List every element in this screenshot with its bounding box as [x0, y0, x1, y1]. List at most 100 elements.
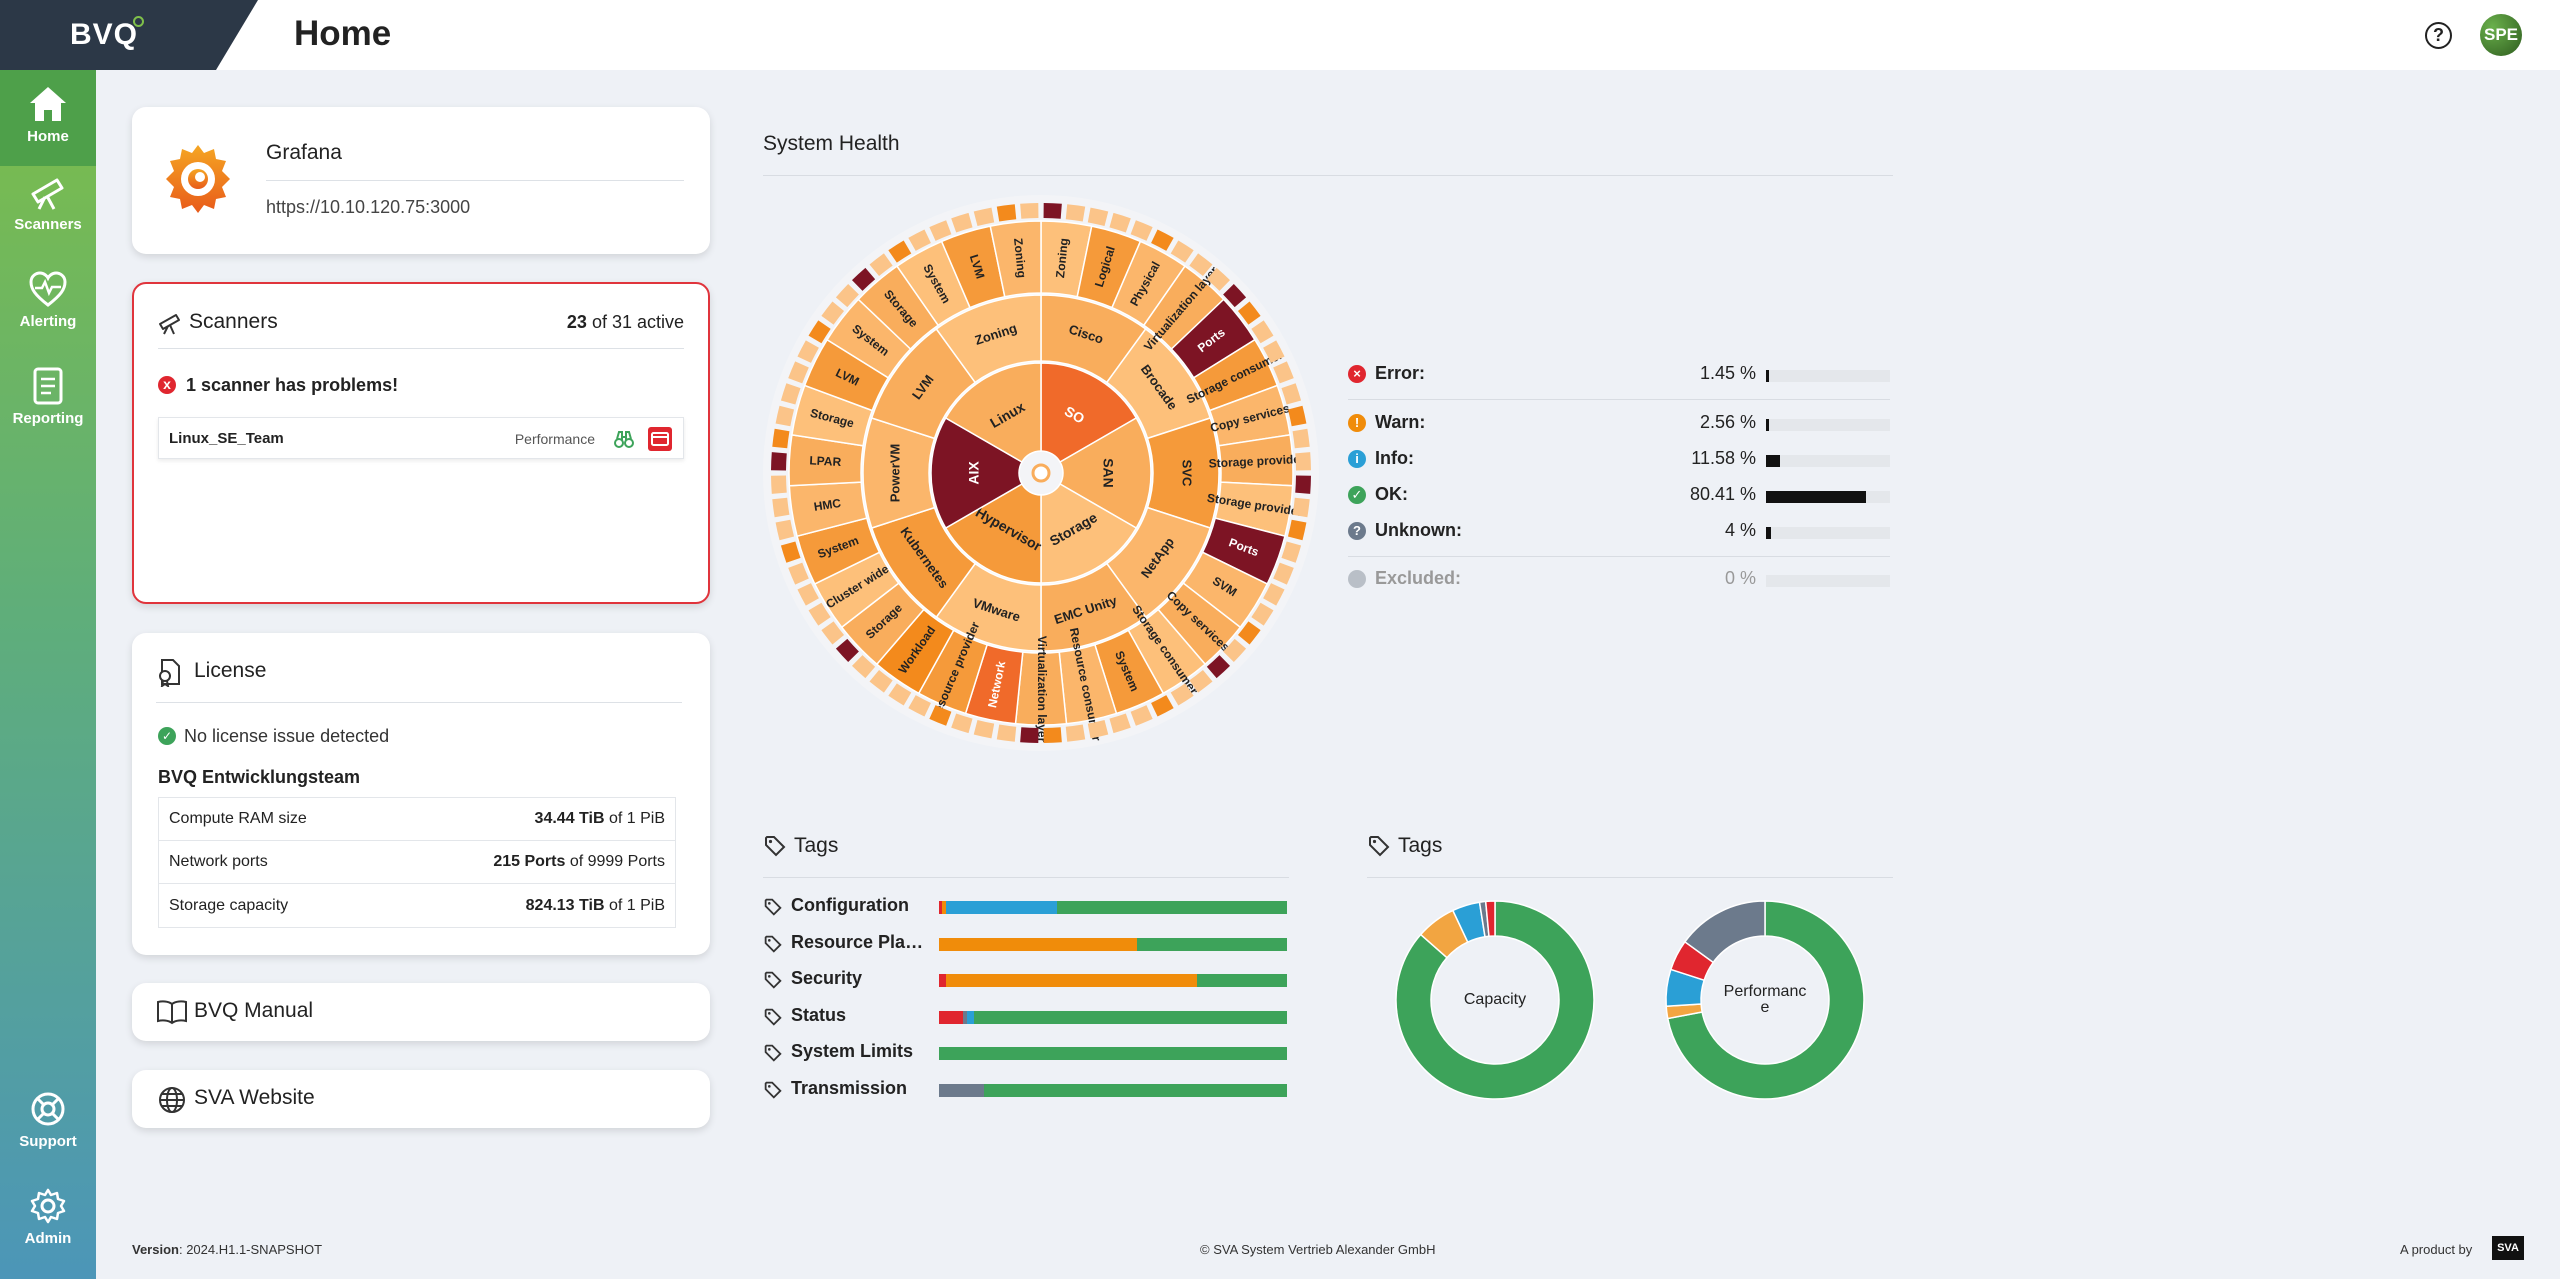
tag-bar-segment[interactable] — [939, 937, 1138, 951]
sunburst-rim-segment[interactable] — [888, 240, 912, 263]
sidebar-item-alerting[interactable]: Alerting — [0, 255, 96, 351]
sunburst-rim-segment[interactable] — [835, 638, 859, 663]
sunburst-rim-segment[interactable] — [996, 724, 1017, 742]
sunburst-segment[interactable]: LPAR — [788, 433, 864, 487]
sidebar-item-home[interactable]: Home — [0, 70, 96, 166]
sunburst-segment[interactable]: Network — [964, 643, 1024, 725]
sunburst-rim-segment[interactable] — [1237, 621, 1261, 645]
sunburst-rim-segment[interactable] — [869, 253, 893, 277]
tag-stacked-bar[interactable] — [939, 901, 1287, 914]
sidebar-item-reporting[interactable]: Reporting — [0, 352, 96, 448]
sunburst-segment[interactable]: Linux — [944, 362, 1042, 464]
sunburst-rim-segment[interactable] — [1130, 220, 1153, 241]
sunburst-rim-segment[interactable] — [929, 705, 952, 726]
tag-row[interactable]: Transmission — [764, 1078, 1288, 1102]
sunburst-rim-segment[interactable] — [1273, 361, 1294, 384]
tag-stacked-bar[interactable] — [939, 1010, 1287, 1024]
tag-bar-segment[interactable] — [945, 901, 1058, 914]
sunburst-segment[interactable]: Zoning — [1040, 220, 1093, 298]
legend-row[interactable]: × Error: 1.45 % — [1348, 363, 1890, 387]
sunburst-rim-segment[interactable] — [1223, 638, 1247, 663]
sunburst-segment[interactable]: SVM — [1182, 551, 1269, 629]
sunburst-rim-segment[interactable] — [1043, 203, 1062, 219]
sunburst-rim-segment[interactable] — [1043, 727, 1062, 743]
tag-bar-segment[interactable] — [939, 974, 946, 988]
sunburst-rim-segment[interactable] — [1223, 283, 1247, 308]
binoculars-icon[interactable] — [613, 428, 635, 450]
sva-logo[interactable]: SVA — [2492, 1236, 2524, 1260]
sunburst-rim-segment[interactable] — [775, 519, 795, 541]
sunburst-rim-segment[interactable] — [996, 204, 1017, 222]
sunburst-rim-segment[interactable] — [1263, 340, 1285, 363]
sunburst-segment[interactable]: Copy services — [1209, 384, 1292, 447]
sunburst-segment[interactable]: SO — [1040, 362, 1138, 464]
sunburst-rim-segment[interactable] — [1273, 562, 1294, 585]
sunburst-rim-segment[interactable] — [929, 220, 952, 241]
sunburst-segment[interactable]: Zoning — [989, 220, 1042, 298]
sunburst-segment[interactable]: AIX — [930, 416, 1023, 530]
sunburst-rim-segment[interactable] — [788, 562, 809, 585]
sunburst-rim-segment[interactable] — [869, 669, 893, 693]
donut-segment[interactable] — [1395, 900, 1595, 1100]
sunburst-rim-segment[interactable] — [772, 497, 790, 518]
help-icon[interactable]: ? — [2425, 22, 2452, 49]
sunburst-rim-segment[interactable] — [1130, 705, 1153, 726]
sunburst-rim-segment[interactable] — [1237, 301, 1261, 325]
system-health-sunburst[interactable]: SOSANStorageHypervisorAIXLinuxCiscoBroca… — [761, 193, 1321, 753]
sunburst-segment[interactable]: Ports — [1170, 298, 1256, 379]
tag-stacked-bar[interactable] — [939, 974, 1287, 988]
tag-bar-segment[interactable] — [939, 901, 943, 914]
sunburst-rim-segment[interactable] — [1206, 655, 1231, 679]
tag-bar-segment[interactable] — [963, 1010, 967, 1024]
sunburst-segment[interactable]: EMC Unity — [1040, 562, 1147, 652]
tag-bar-segment[interactable] — [939, 1010, 964, 1024]
sunburst-rim-segment[interactable] — [951, 713, 973, 734]
sunburst-rim-segment[interactable] — [1206, 267, 1231, 291]
sunburst-rim-segment[interactable] — [973, 719, 995, 739]
sunburst-rim-segment[interactable] — [851, 655, 876, 679]
donut-chart[interactable]: Capacity — [1395, 900, 1595, 1100]
sunburst-rim-segment[interactable] — [1189, 669, 1213, 693]
sunburst-rim-segment[interactable] — [1151, 229, 1174, 251]
sunburst-rim-segment[interactable] — [1087, 207, 1109, 227]
sunburst-rim-segment[interactable] — [951, 212, 973, 233]
tag-bar-segment[interactable] — [1137, 937, 1287, 951]
tag-bar-segment[interactable] — [945, 974, 1197, 988]
sunburst-rim-segment[interactable] — [1020, 203, 1039, 219]
sunburst-segment[interactable]: VMware — [935, 562, 1042, 652]
tag-bar-segment[interactable] — [942, 901, 946, 914]
sunburst-segment[interactable]: Storage — [840, 582, 925, 666]
tags-donut-charts[interactable]: Capacity Performanc e — [1380, 890, 1880, 1120]
sunburst-rim-segment[interactable] — [1020, 727, 1039, 743]
sunburst-rim-segment[interactable] — [1281, 383, 1302, 405]
tag-bar-segment[interactable] — [939, 1047, 1287, 1061]
sunburst-rim-segment[interactable] — [1281, 541, 1302, 563]
sunburst-rim-segment[interactable] — [1287, 519, 1307, 541]
sunburst-rim-segment[interactable] — [1065, 204, 1086, 222]
legend-row[interactable]: Excluded: 0 % — [1348, 568, 1890, 592]
sunburst-rim-segment[interactable] — [775, 405, 795, 427]
sunburst-rim-segment[interactable] — [908, 229, 931, 251]
tag-stacked-bar[interactable] — [939, 937, 1287, 951]
scanner-status-icon[interactable] — [647, 426, 673, 452]
sunburst-segment[interactable]: Storage — [857, 265, 940, 351]
sidebar-item-scanners[interactable]: Scanners — [0, 158, 96, 254]
sunburst-rim-segment[interactable] — [1251, 320, 1274, 344]
sunburst-rim-segment[interactable] — [1287, 405, 1307, 427]
logo[interactable]: BVQ — [0, 0, 258, 70]
tag-bar-segment[interactable] — [966, 1010, 974, 1024]
sunburst-rim-segment[interactable] — [1295, 452, 1311, 471]
grafana-url[interactable]: https://10.10.120.75:3000 — [266, 197, 471, 217]
sunburst-rim-segment[interactable] — [771, 475, 787, 494]
tag-stacked-bar[interactable] — [939, 1047, 1287, 1061]
tag-row[interactable]: Status — [764, 1005, 1288, 1029]
sunburst-segment[interactable]: Zoning — [935, 294, 1042, 384]
sunburst-rim-segment[interactable] — [908, 695, 931, 717]
scanner-list-item[interactable]: Linux_SE_Team Performance — [158, 417, 684, 459]
sunburst-segment[interactable]: System — [895, 240, 972, 327]
tag-bar-segment[interactable] — [939, 1084, 985, 1097]
legend-row[interactable]: ! Warn: 2.56 % — [1348, 412, 1890, 436]
bvq-manual-link[interactable]: BVQ Manual — [132, 983, 710, 1041]
donut-segment[interactable] — [1484, 900, 1496, 938]
sunburst-rim-segment[interactable] — [1151, 695, 1174, 717]
